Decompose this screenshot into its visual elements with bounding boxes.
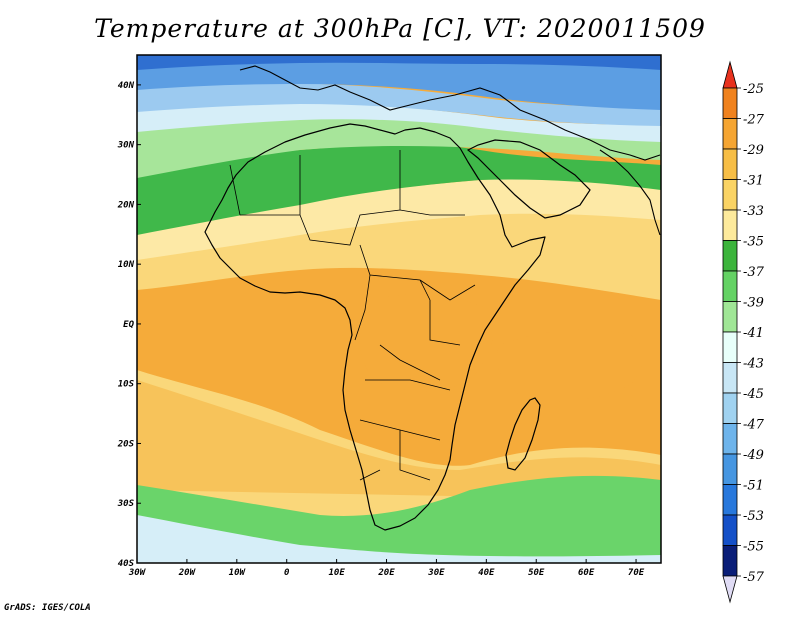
colorbar-swatch (722, 392, 738, 424)
lon-tick-label: 0 (284, 568, 290, 578)
coastline-india (599, 149, 661, 236)
colorbar-label: -47 (743, 418, 765, 433)
colorbar-label: -27 (743, 113, 765, 128)
colorbar-swatch (722, 270, 738, 302)
field-band-orange-south (137, 380, 661, 500)
field-band-green-light (137, 116, 661, 178)
field-band-paleblue-south (137, 515, 661, 563)
colorbar-label: -25 (743, 82, 764, 97)
colorbar-label: -41 (743, 326, 764, 341)
colorbar-swatch (722, 87, 738, 119)
colorbar-label: -35 (743, 235, 764, 250)
colorbar-label: -53 (743, 509, 764, 524)
colorbar-label: -31 (743, 174, 764, 189)
coastline-madagascar (505, 397, 541, 471)
lat-tick-label: 40N (118, 81, 135, 91)
colorbar-swatch (722, 331, 738, 363)
lat-tick-label: 30N (117, 141, 135, 151)
lat-tick-label: 20S (117, 439, 135, 449)
lon-tick-label: 40E (478, 568, 495, 578)
colorbar-swatch (722, 240, 738, 272)
colorbar-label: -57 (743, 570, 765, 585)
country-borders (229, 150, 476, 481)
field-patch-orange-east (496, 329, 644, 402)
grads-credit: GrADS: IGES/COLA (4, 603, 91, 613)
lon-tick-label: 10E (328, 568, 345, 578)
colorbar-swatch (722, 514, 738, 546)
map-title: Temperature at 300hPa [C], VT: 202001150… (94, 14, 706, 43)
coastline-arabia (466, 139, 591, 219)
lat-tick-label: 30S (117, 499, 135, 509)
lon-tick-label: 20E (377, 568, 395, 578)
lon-tick-label: 60E (578, 568, 595, 578)
colorbar-swatch (722, 209, 738, 241)
plot-frame (136, 54, 662, 564)
colorbar-label: -51 (743, 479, 764, 494)
field-band-blue-light (137, 83, 661, 126)
field-band-paleyellow-northern (137, 177, 661, 260)
colorbar-swatch (722, 545, 738, 577)
colorbar-top-arrow (722, 60, 738, 89)
field-patch-orange-central (359, 294, 494, 392)
colorbar-label: -37 (743, 265, 765, 280)
colorbar-swatch (722, 179, 738, 211)
lon-tick-label: 20W (178, 568, 197, 578)
colorbar-label: -49 (743, 448, 764, 463)
field-band-blue-pale (137, 101, 661, 142)
temperature-field (137, 55, 661, 563)
lat-tick-label: 10N (118, 260, 135, 270)
lon-tick-label: 10W (229, 568, 247, 578)
lon-tick-label: 30E (427, 568, 445, 578)
lon-tick-label: 30W (128, 568, 147, 578)
lon-tick-label: 70E (628, 568, 645, 578)
colorbar-label: -39 (743, 296, 764, 311)
colorbar-swatch (722, 453, 738, 485)
colorbar-label: -45 (743, 387, 764, 402)
coastline-europe (239, 65, 661, 161)
colorbar-label: -33 (743, 204, 764, 219)
colorbar-bottom-arrow (722, 575, 738, 604)
lat-tick-label: 20N (117, 200, 135, 210)
field-band-blue-deep (137, 55, 661, 70)
latitude-axis: 40N 30N 20N 10N EQ 10S 20S 30S 40S (117, 81, 141, 569)
field-band-yellow-northern (137, 191, 661, 300)
lat-tick-label: 10S (118, 380, 135, 390)
colorbar-swatch (722, 301, 738, 333)
lat-tick-label: 40S (118, 559, 135, 569)
lon-tick-label: 50E (528, 568, 545, 578)
lat-tick-label: EQ (123, 320, 134, 330)
field-band-blue-mid (137, 55, 661, 110)
colorbar-label: -29 (743, 143, 764, 158)
field-band-green-dark (137, 144, 661, 235)
colorbar-swatch (722, 423, 738, 455)
colorbar-swatch (722, 484, 738, 516)
colorbar-label: -43 (743, 357, 764, 372)
coastline-africa (204, 123, 546, 531)
longitude-axis: 30W 20W 10W 0 10E 20E 30E 40E 50E 60E 70E (128, 559, 645, 578)
colorbar-label: -55 (743, 540, 764, 555)
colorbar-swatch (722, 148, 738, 180)
colorbar-swatch (722, 118, 738, 150)
colorbar-swatch (722, 362, 738, 394)
colorbar: -25 -27 -29 -31 -33 -35 -37 -39 -41 -43 -45 -47 -49 -… (722, 60, 765, 604)
